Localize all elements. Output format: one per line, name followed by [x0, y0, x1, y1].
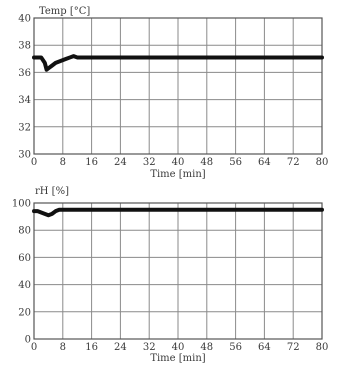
y-tick-label: 38 — [18, 41, 31, 52]
x-axis-label: Time [min] — [150, 353, 205, 364]
y-tick-label: 80 — [18, 226, 31, 237]
x-tick-label: 24 — [114, 342, 127, 353]
y-tick-label: 40 — [18, 14, 31, 25]
series-line — [32, 54, 324, 72]
x-tick-label: 80 — [316, 157, 329, 168]
y-tick-label: 60 — [18, 253, 31, 264]
x-tick-label: 16 — [85, 157, 98, 168]
x-tick-label: 48 — [200, 342, 213, 353]
x-tick-label: 0 — [31, 342, 37, 353]
chart-1: 0 8 16 24 32 40 48 56 64 72 80 0 20 40 60 80 100 rH [%] Ti… — [12, 186, 328, 364]
x-tick-label: 0 — [31, 157, 37, 168]
axis-frame — [33, 202, 323, 340]
y-tick-label: 32 — [18, 122, 31, 133]
x-tick-label: 72 — [287, 157, 300, 168]
y-tick-label: 36 — [18, 68, 31, 79]
y-tick-label: 20 — [18, 307, 31, 318]
y-tick-label: 30 — [18, 150, 31, 161]
chart-title: rH [%] — [35, 186, 69, 197]
x-tick-label: 40 — [172, 342, 185, 353]
axis-frame — [33, 17, 323, 155]
y-tick-label: 100 — [12, 199, 31, 210]
x-tick-label: 40 — [172, 157, 185, 168]
x-tick-label: 48 — [200, 157, 213, 168]
x-tick-label: 32 — [143, 342, 156, 353]
x-tick-label: 72 — [287, 342, 300, 353]
chart-0: 0 8 16 24 32 40 48 56 64 72 80 30 32 34 36 38 40 Temp [°C… — [18, 6, 328, 180]
series-line — [32, 207, 324, 218]
x-tick-label: 16 — [85, 342, 98, 353]
x-tick-label: 8 — [60, 342, 66, 353]
x-tick-label: 24 — [114, 157, 127, 168]
y-tick-label: 0 — [25, 335, 31, 346]
chart-title: Temp [°C] — [39, 6, 90, 17]
x-tick-label: 80 — [316, 342, 329, 353]
x-tick-label: 8 — [60, 157, 66, 168]
y-tick-label: 34 — [18, 95, 31, 106]
x-tick-label: 56 — [229, 157, 242, 168]
x-tick-label: 32 — [143, 157, 156, 168]
x-tick-label: 64 — [258, 157, 271, 168]
y-tick-label: 40 — [18, 280, 31, 291]
x-axis-label: Time [min] — [150, 169, 205, 180]
x-tick-label: 64 — [258, 342, 271, 353]
x-tick-label: 56 — [229, 342, 242, 353]
